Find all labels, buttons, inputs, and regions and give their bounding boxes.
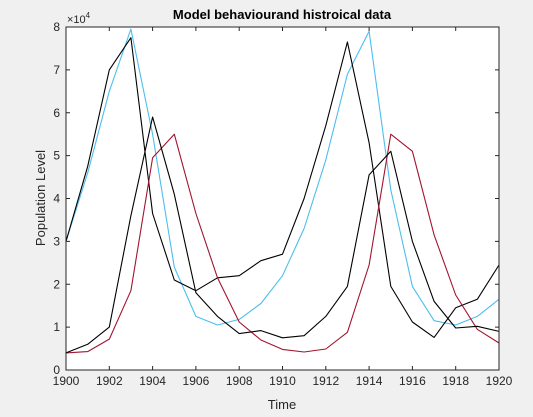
y-tick-label: 6	[53, 106, 60, 120]
x-tick-label: 1908	[226, 374, 253, 388]
x-tick-label: 1920	[486, 374, 513, 388]
y-exponent-power: 4	[86, 11, 91, 20]
x-tick-label: 1912	[312, 374, 339, 388]
y-tick-label: 1	[53, 320, 60, 334]
series-layer	[65, 28, 500, 354]
series-line-3	[65, 133, 500, 354]
series-line-2	[65, 37, 500, 338]
chart-title: Model behaviourand histroical data	[173, 7, 392, 22]
y-tick-label: 8	[53, 20, 60, 34]
y-tick-label: 7	[53, 63, 60, 77]
x-tick-label: 1900	[53, 374, 80, 388]
series-line-4	[65, 116, 500, 354]
x-tick-label: 1902	[96, 374, 123, 388]
x-tick-label: 1910	[269, 374, 296, 388]
x-axis-label: Time	[268, 397, 296, 412]
x-tick-label: 1904	[139, 374, 166, 388]
y-exponent-label: ×104	[67, 11, 91, 26]
y-tick-label: 4	[53, 192, 60, 206]
y-axis-label: Population Level	[33, 150, 48, 246]
y-tick-label: 5	[53, 149, 60, 163]
x-tick-label: 1918	[442, 374, 469, 388]
series-line-1	[65, 28, 500, 326]
x-tick-label: 1916	[399, 374, 426, 388]
y-exponent-base: ×10	[67, 14, 86, 26]
plot-area	[66, 27, 499, 370]
x-tick-label: 1906	[183, 374, 210, 388]
x-tick-label: 1914	[356, 374, 383, 388]
tick-layer: 1900 1902 1904 1906 1908 1910 1912 1914 1916 1918…	[53, 20, 513, 388]
y-tick-label: 3	[53, 234, 60, 248]
y-tick-label: 0	[53, 363, 60, 377]
y-tick-label: 2	[53, 277, 60, 291]
